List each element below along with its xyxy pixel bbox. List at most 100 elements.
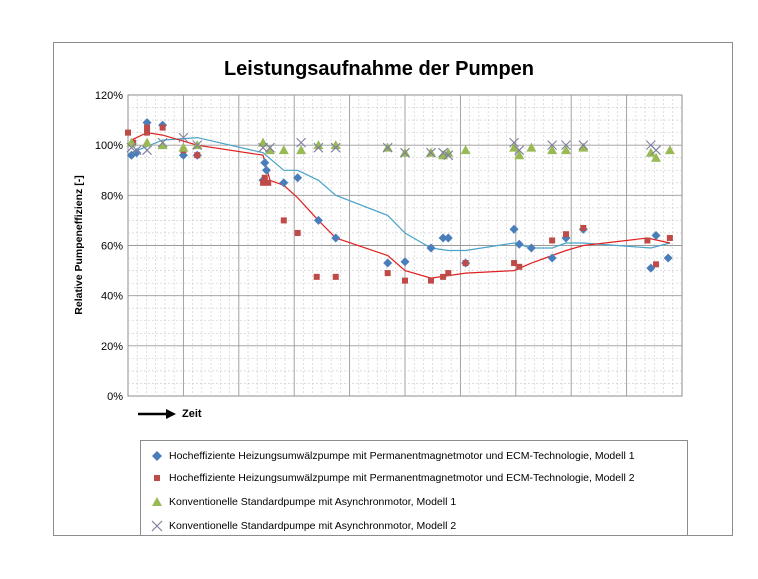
point-series-2 bbox=[144, 129, 151, 136]
point-series-1 bbox=[260, 158, 270, 168]
point-series-3 bbox=[443, 147, 454, 157]
legend-item-4: Konventionelle Standardpumpe mit Asynchr… bbox=[149, 517, 456, 535]
data-marks bbox=[125, 118, 675, 284]
point-series-4 bbox=[126, 142, 137, 153]
trendline-1 bbox=[131, 136, 671, 252]
point-series-3 bbox=[547, 145, 558, 155]
point-series-4 bbox=[561, 140, 571, 151]
point-series-2 bbox=[332, 273, 339, 280]
legend-label-2: Hocheffiziente Heizungsumwälzpumpe mit P… bbox=[169, 472, 635, 484]
point-series-2 bbox=[440, 273, 447, 280]
grid bbox=[127, 94, 683, 397]
point-series-1 bbox=[438, 233, 448, 243]
y-tick-label: 100% bbox=[95, 140, 123, 152]
point-series-2 bbox=[294, 229, 301, 236]
point-series-3 bbox=[509, 142, 520, 152]
point-series-2 bbox=[159, 124, 166, 131]
point-series-3 bbox=[651, 152, 662, 162]
point-series-4 bbox=[578, 140, 589, 151]
point-series-2 bbox=[462, 260, 469, 267]
point-series-4 bbox=[313, 142, 324, 153]
x-axis-label-text: Zeit bbox=[182, 408, 202, 420]
point-series-4 bbox=[651, 145, 661, 156]
point-series-4 bbox=[265, 142, 275, 153]
point-series-4 bbox=[509, 137, 519, 148]
point-series-3 bbox=[438, 150, 449, 160]
point-series-4 bbox=[330, 142, 341, 153]
point-series-1 bbox=[663, 253, 673, 263]
point-series-3 bbox=[664, 145, 675, 155]
point-series-1 bbox=[293, 173, 303, 183]
arrow-right-icon bbox=[138, 409, 176, 419]
y-axis-label: Relative Pumpeneffizienz [-] bbox=[73, 175, 85, 314]
chart-title: Leistungsaufnahme der Pumpen bbox=[223, 58, 535, 80]
y-tick-label: 60% bbox=[101, 241, 123, 253]
point-series-4 bbox=[426, 147, 436, 158]
point-series-4 bbox=[178, 132, 189, 143]
y-tick-label: 0% bbox=[107, 391, 123, 403]
legend-item-2: Hocheffiziente Heizungsumwälzpumpe mit P… bbox=[149, 469, 635, 487]
point-series-2 bbox=[427, 277, 434, 284]
legend-label-4: Konventionelle Standardpumpe mit Asynchr… bbox=[169, 520, 457, 532]
point-series-4 bbox=[438, 147, 448, 158]
trendline-2 bbox=[131, 131, 671, 279]
point-series-3 bbox=[313, 140, 324, 150]
point-series-4 bbox=[131, 145, 142, 156]
legend-label-3: Konventionelle Standardpumpe mit Asynchr… bbox=[169, 496, 457, 508]
point-series-4 bbox=[443, 150, 454, 161]
point-series-2 bbox=[260, 179, 267, 186]
y-tick-label: 20% bbox=[101, 341, 123, 353]
point-series-3 bbox=[578, 142, 589, 152]
point-series-4 bbox=[142, 145, 152, 156]
diamond-marker-icon bbox=[152, 451, 162, 461]
point-series-2 bbox=[580, 224, 587, 231]
point-series-1 bbox=[331, 233, 341, 243]
point-series-2 bbox=[402, 277, 408, 284]
point-series-1 bbox=[547, 253, 557, 263]
y-tick-label: 120% bbox=[95, 90, 123, 102]
point-series-3 bbox=[561, 145, 572, 155]
point-series-2 bbox=[549, 237, 556, 244]
point-series-3 bbox=[278, 145, 289, 155]
point-series-2 bbox=[313, 273, 320, 280]
point-series-3 bbox=[142, 137, 153, 147]
point-series-4 bbox=[157, 137, 168, 148]
point-series-2 bbox=[563, 231, 570, 238]
point-series-1 bbox=[514, 239, 524, 249]
point-series-1 bbox=[443, 233, 453, 243]
point-series-3 bbox=[157, 140, 168, 150]
point-series-3 bbox=[645, 147, 656, 157]
point-series-3 bbox=[178, 142, 189, 152]
point-series-1 bbox=[426, 243, 436, 253]
point-series-4 bbox=[514, 145, 525, 156]
point-series-4 bbox=[192, 140, 203, 151]
x-marker-icon bbox=[151, 520, 163, 532]
point-series-1 bbox=[651, 230, 661, 240]
y-tick-label: 40% bbox=[101, 291, 123, 303]
point-series-2 bbox=[194, 152, 201, 159]
square-marker-icon bbox=[154, 475, 160, 481]
point-series-1 bbox=[509, 224, 519, 234]
point-series-2 bbox=[666, 234, 673, 241]
x-axis-label: Zeit bbox=[138, 408, 202, 420]
point-series-2 bbox=[384, 270, 391, 277]
point-series-4 bbox=[258, 142, 268, 153]
point-series-2 bbox=[644, 237, 651, 244]
point-series-4 bbox=[382, 142, 393, 153]
legend-label-1: Hocheffiziente Heizungsumwälzpumpe mit P… bbox=[169, 450, 635, 462]
point-series-2 bbox=[511, 260, 518, 267]
y-tick-label: 80% bbox=[101, 190, 123, 202]
point-series-2 bbox=[516, 263, 523, 270]
point-series-2 bbox=[280, 217, 287, 224]
y-ticks: 0% 20% 40% 60% 80% 100% 120% bbox=[95, 90, 123, 403]
point-series-4 bbox=[547, 140, 558, 151]
point-series-3 bbox=[330, 140, 341, 150]
point-series-2 bbox=[261, 174, 268, 181]
point-series-1 bbox=[400, 257, 410, 267]
triangle-marker-icon bbox=[152, 497, 162, 506]
legend-item-3: Konventionelle Standardpumpe mit Asynchr… bbox=[149, 493, 456, 511]
point-series-2 bbox=[125, 129, 131, 136]
point-series-3 bbox=[514, 150, 525, 160]
legend: Hocheffiziente Heizungsumwälzpumpe mit P… bbox=[140, 440, 688, 536]
